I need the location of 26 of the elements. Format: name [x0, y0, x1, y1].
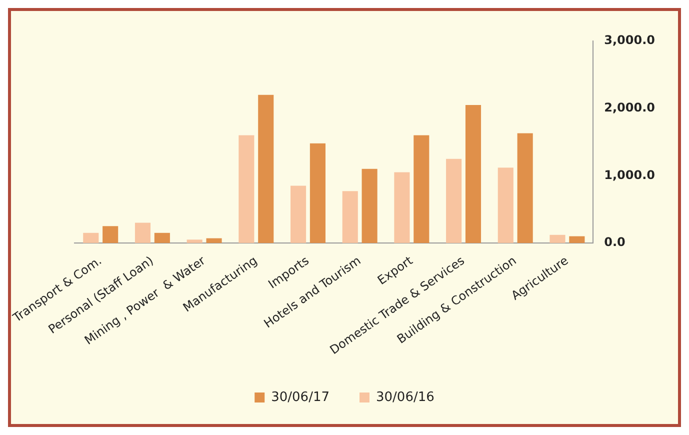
- bar: [446, 158, 462, 243]
- y-tick-label: 3,000.0: [604, 33, 656, 48]
- legend-label: 30/06/17: [271, 390, 330, 405]
- bar: [362, 168, 378, 243]
- legend-label: 30/06/16: [376, 390, 434, 405]
- bar: [258, 94, 274, 243]
- bar: [154, 232, 170, 243]
- y-tick-label: 2,000.0: [604, 100, 656, 114]
- bar: [465, 104, 482, 243]
- bar: [550, 234, 566, 243]
- bar: [498, 168, 514, 243]
- bar: [569, 236, 585, 243]
- bar: [83, 232, 99, 243]
- bar: [290, 186, 306, 243]
- bar: [134, 222, 151, 243]
- bar: [414, 135, 430, 243]
- bar: [186, 240, 202, 243]
- bar: [102, 226, 118, 243]
- bar: [342, 191, 358, 243]
- y-tick-label: 0.0: [604, 235, 626, 250]
- bar: [394, 172, 410, 243]
- y-tick-label: 1,000.0: [604, 168, 656, 182]
- bar: [310, 143, 326, 243]
- bar: [206, 238, 222, 243]
- bar: [238, 135, 254, 243]
- bar: [517, 133, 533, 243]
